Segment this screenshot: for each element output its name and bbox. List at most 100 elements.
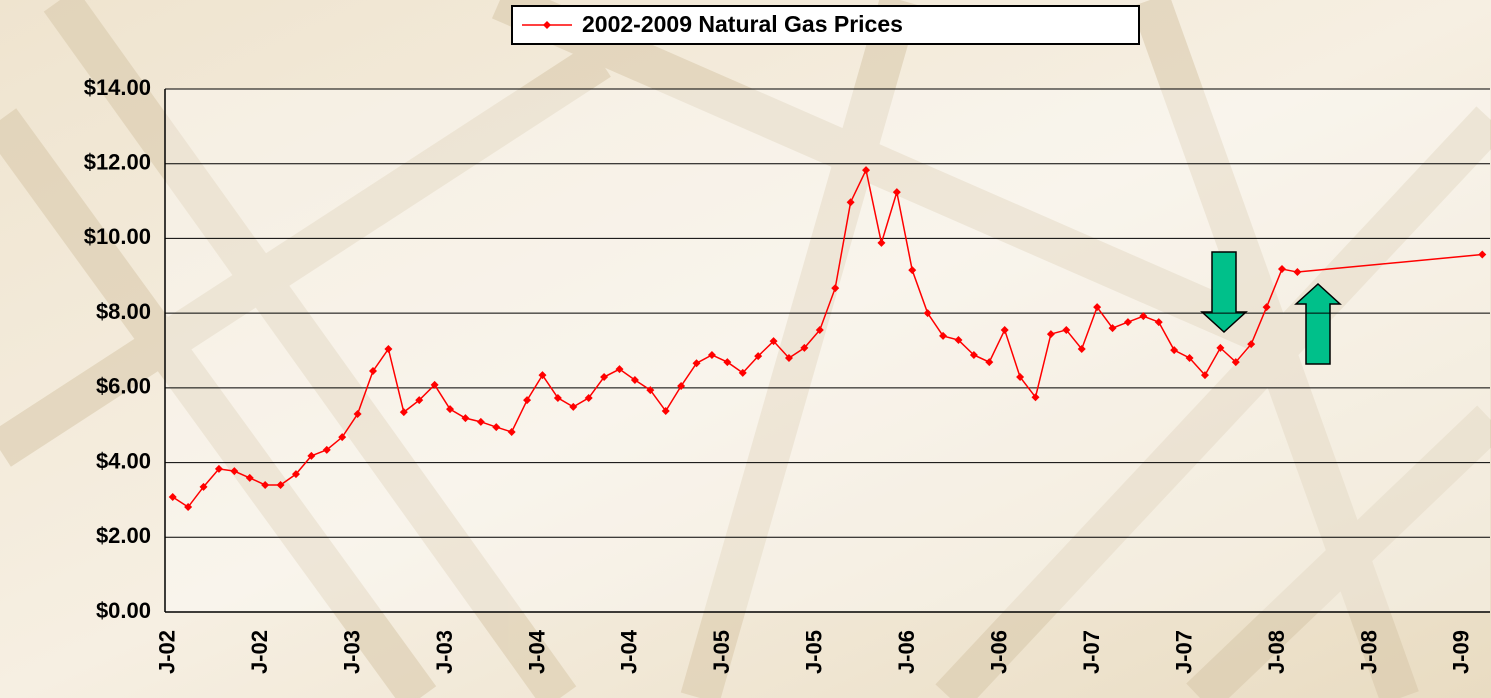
point: [584, 393, 593, 402]
x-tick-label: J-08: [1264, 630, 1289, 674]
x-tick-label: J-05: [802, 630, 827, 674]
point: [646, 386, 655, 395]
gap-connector: [1297, 253, 1483, 273]
point: [492, 423, 501, 432]
point: [969, 350, 978, 359]
point: [723, 358, 732, 367]
point: [276, 480, 285, 489]
point: [476, 417, 485, 426]
point: [877, 238, 886, 247]
point: [1000, 325, 1009, 334]
point: [1123, 318, 1132, 327]
point: [1108, 324, 1117, 333]
x-tick-label: J-07: [1079, 630, 1104, 674]
point: [923, 309, 932, 318]
point: [1154, 318, 1163, 327]
legend-label: 2002-2009 Natural Gas Prices: [582, 11, 903, 37]
point: [1062, 325, 1071, 334]
point: [507, 427, 516, 436]
point: [245, 473, 254, 482]
point: [892, 188, 901, 197]
point: [1200, 371, 1209, 380]
point: [353, 410, 362, 419]
point: [754, 352, 763, 361]
point: [615, 365, 624, 374]
legend-box: [511, 5, 1140, 45]
point: [430, 380, 439, 389]
point: [954, 336, 963, 345]
point: [307, 451, 316, 460]
point: [184, 503, 193, 512]
point: [831, 284, 840, 293]
point: [1293, 268, 1302, 277]
legend-marker: [543, 21, 551, 29]
up-arrow: [1294, 282, 1342, 365]
point: [769, 337, 778, 346]
point: [1478, 250, 1487, 259]
y-tick-label: $4.00: [96, 448, 151, 473]
point: [815, 325, 824, 334]
point: [1016, 373, 1025, 382]
point: [168, 492, 177, 501]
y-tick-label: $14.00: [84, 75, 151, 100]
point: [738, 368, 747, 377]
point: [291, 470, 300, 479]
x-tick-label: J-03: [432, 630, 457, 674]
point: [399, 408, 408, 417]
legend: 2002-2009 Natural Gas Prices: [511, 5, 1140, 45]
point: [1278, 265, 1287, 274]
point: [707, 350, 716, 359]
point: [1077, 345, 1086, 354]
point: [1046, 330, 1055, 339]
point: [322, 445, 331, 454]
point: [338, 433, 347, 442]
x-tick-label: J-08: [1356, 630, 1381, 674]
point: [368, 367, 377, 376]
x-tick-label: J-07: [1171, 630, 1196, 674]
y-tick-label: $2.00: [96, 523, 151, 548]
point: [1170, 346, 1179, 355]
point: [677, 381, 686, 390]
point: [230, 467, 239, 476]
y-tick-label: $12.00: [84, 150, 151, 175]
point: [384, 345, 393, 354]
down-arrow: [1200, 251, 1248, 334]
point: [553, 393, 562, 402]
x-tick-label: J-04: [617, 629, 642, 674]
point: [600, 373, 609, 382]
y-tick-label: $6.00: [96, 374, 151, 399]
y-tick-label: $10.00: [84, 224, 151, 249]
point: [1031, 393, 1040, 402]
point: [846, 198, 855, 207]
x-tick-label: J-02: [155, 630, 180, 674]
point: [1139, 312, 1148, 321]
x-tick-label: J-06: [894, 630, 919, 674]
point: [692, 359, 701, 368]
point: [784, 353, 793, 362]
point: [214, 464, 223, 473]
point: [199, 482, 208, 491]
x-tick-label: J-09: [1449, 630, 1474, 674]
point: [446, 405, 455, 414]
point: [538, 371, 547, 380]
point: [523, 396, 532, 405]
point: [1262, 303, 1271, 312]
y-tick-label: $8.00: [96, 299, 151, 324]
y-tick-label: $0.00: [96, 598, 151, 623]
point: [1185, 353, 1194, 362]
point: [661, 407, 670, 416]
x-tick-label: J-06: [986, 630, 1011, 674]
point: [1093, 303, 1102, 312]
x-tick-label: J-02: [247, 630, 272, 674]
point: [1231, 358, 1240, 367]
x-tick-label: J-03: [339, 630, 364, 674]
point: [630, 376, 639, 385]
point: [800, 343, 809, 352]
point: [261, 480, 270, 489]
point: [939, 331, 948, 340]
point: [461, 414, 470, 423]
plot-area: [165, 89, 1490, 612]
